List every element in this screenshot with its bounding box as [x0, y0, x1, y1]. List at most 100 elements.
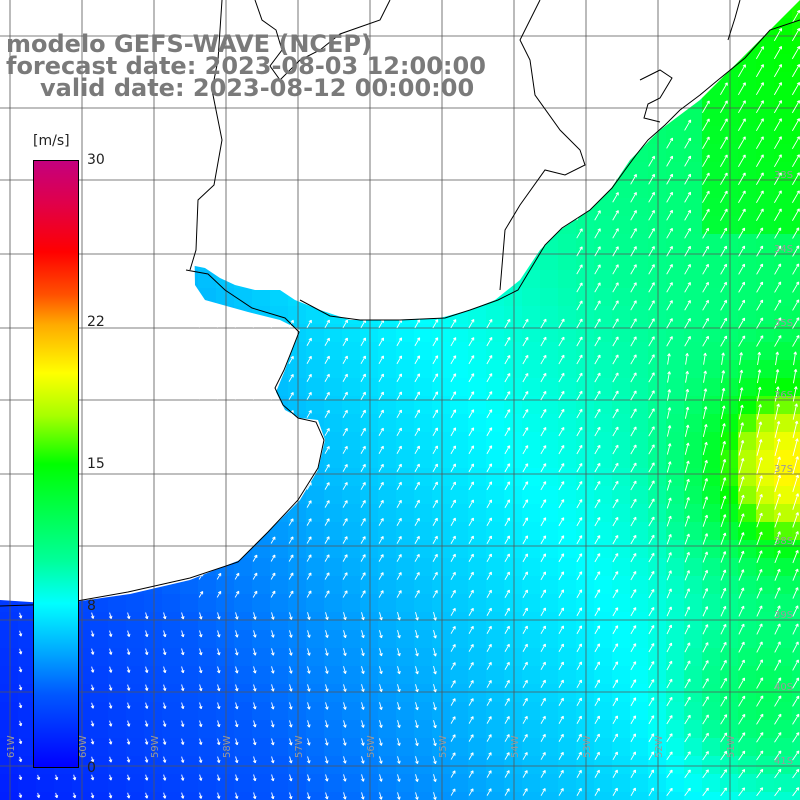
wind-arrow [756, 245, 764, 257]
wind-arrow [594, 571, 601, 581]
wind-arrow [540, 535, 547, 545]
wind-arrow [774, 369, 780, 384]
wind-arrow [684, 751, 691, 761]
wind-arrow [720, 551, 727, 563]
wind-arrow [433, 756, 437, 765]
wind-arrow [576, 408, 583, 419]
wind-arrow [126, 666, 131, 673]
wind-arrow [450, 481, 456, 491]
wind-arrow [270, 464, 276, 472]
wind-arrow [756, 713, 764, 725]
wind-arrow [18, 630, 23, 637]
wind-arrow [433, 720, 437, 729]
wind-arrow [270, 355, 276, 364]
wind-arrow [343, 684, 347, 692]
wind-arrow [738, 494, 745, 510]
wind-arrow [450, 680, 456, 688]
wind-arrow [198, 756, 203, 763]
wind-arrow [415, 774, 419, 782]
wind-arrow [684, 263, 691, 275]
wind-arrow [198, 666, 203, 674]
wind-arrow [433, 684, 437, 693]
wind-arrow [791, 100, 800, 114]
wind-arrow [342, 319, 348, 329]
wind-arrow [216, 428, 222, 436]
wind-arrow [234, 590, 240, 598]
wind-arrow [450, 644, 456, 652]
wind-arrow [252, 410, 258, 418]
wind-arrow [415, 612, 419, 621]
wind-arrow [576, 210, 583, 221]
wind-arrow [576, 571, 583, 581]
wind-arrow [414, 481, 420, 490]
wind-arrow [288, 738, 293, 746]
wind-arrow [666, 497, 672, 509]
wind-arrow [702, 660, 709, 671]
wind-arrow [234, 428, 240, 436]
wind-arrow [360, 445, 366, 454]
wind-arrow [594, 336, 601, 347]
wind-arrow [144, 612, 149, 620]
wind-arrow [774, 474, 781, 492]
wind-arrow [756, 659, 763, 671]
wind-arrow [379, 666, 383, 675]
colorbar-tick-label: 30 [87, 152, 105, 168]
longitude-label: 55W [438, 735, 449, 758]
wind-arrow [433, 666, 437, 675]
wind-arrow [612, 787, 618, 796]
wind-arrow [486, 409, 493, 419]
wind-arrow [468, 716, 474, 724]
wind-arrow [558, 589, 565, 599]
wind-arrow [396, 373, 402, 383]
wind-arrow [720, 714, 728, 725]
wind-arrow [252, 464, 258, 472]
wind-arrow [253, 630, 257, 638]
wind-arrow [648, 173, 655, 185]
wind-arrow [702, 118, 710, 131]
wind-arrow [288, 756, 293, 764]
wind-arrow [18, 720, 23, 727]
wind-arrow [414, 427, 420, 437]
wind-arrow [738, 750, 746, 761]
wind-arrow [468, 391, 475, 401]
wind-arrow [594, 210, 601, 221]
wind-arrow [198, 464, 204, 472]
wind-arrow [666, 570, 672, 581]
wind-arrow [558, 354, 565, 365]
wind-arrow [162, 648, 167, 656]
longitude-label: 58W [222, 735, 233, 758]
wind-arrow [289, 666, 293, 674]
wind-arrow [630, 264, 637, 275]
wind-arrow [720, 787, 727, 797]
latitude-label: 38S [774, 536, 793, 547]
wind-arrow [522, 553, 528, 563]
wind-arrow [774, 641, 781, 653]
wind-arrow [648, 498, 655, 509]
wind-arrow [216, 666, 221, 674]
wind-arrow [162, 702, 167, 709]
wind-arrow [342, 590, 348, 598]
wind-arrow [666, 660, 673, 671]
wind-arrow [720, 769, 728, 779]
wind-arrow [90, 702, 95, 709]
wind-arrow [630, 516, 637, 527]
wind-arrow [126, 720, 131, 727]
wind-arrow [198, 536, 204, 544]
wind-arrow [774, 605, 781, 617]
wind-arrow [162, 774, 167, 781]
wind-arrow [216, 482, 222, 490]
wind-arrow [486, 571, 492, 581]
wind-arrow [773, 45, 783, 60]
wind-arrow [720, 335, 728, 347]
wind-arrow [343, 792, 347, 800]
wind-arrow [288, 482, 294, 490]
wind-arrow [738, 172, 746, 185]
wind-arrow [288, 536, 294, 544]
wind-arrow [288, 518, 294, 526]
wind-arrow [684, 173, 692, 185]
wind-arrow [468, 553, 474, 563]
wind-arrow [252, 774, 257, 782]
wind-arrow [144, 630, 149, 638]
wind-arrow [702, 190, 710, 203]
wind-arrow [612, 246, 619, 257]
